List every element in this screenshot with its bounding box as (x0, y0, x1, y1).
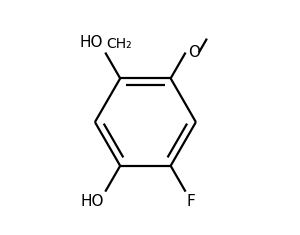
Text: O: O (188, 45, 200, 60)
Text: F: F (187, 194, 196, 209)
Text: CH₂: CH₂ (106, 37, 132, 51)
Text: HO: HO (80, 35, 103, 50)
Text: HO: HO (81, 194, 104, 209)
